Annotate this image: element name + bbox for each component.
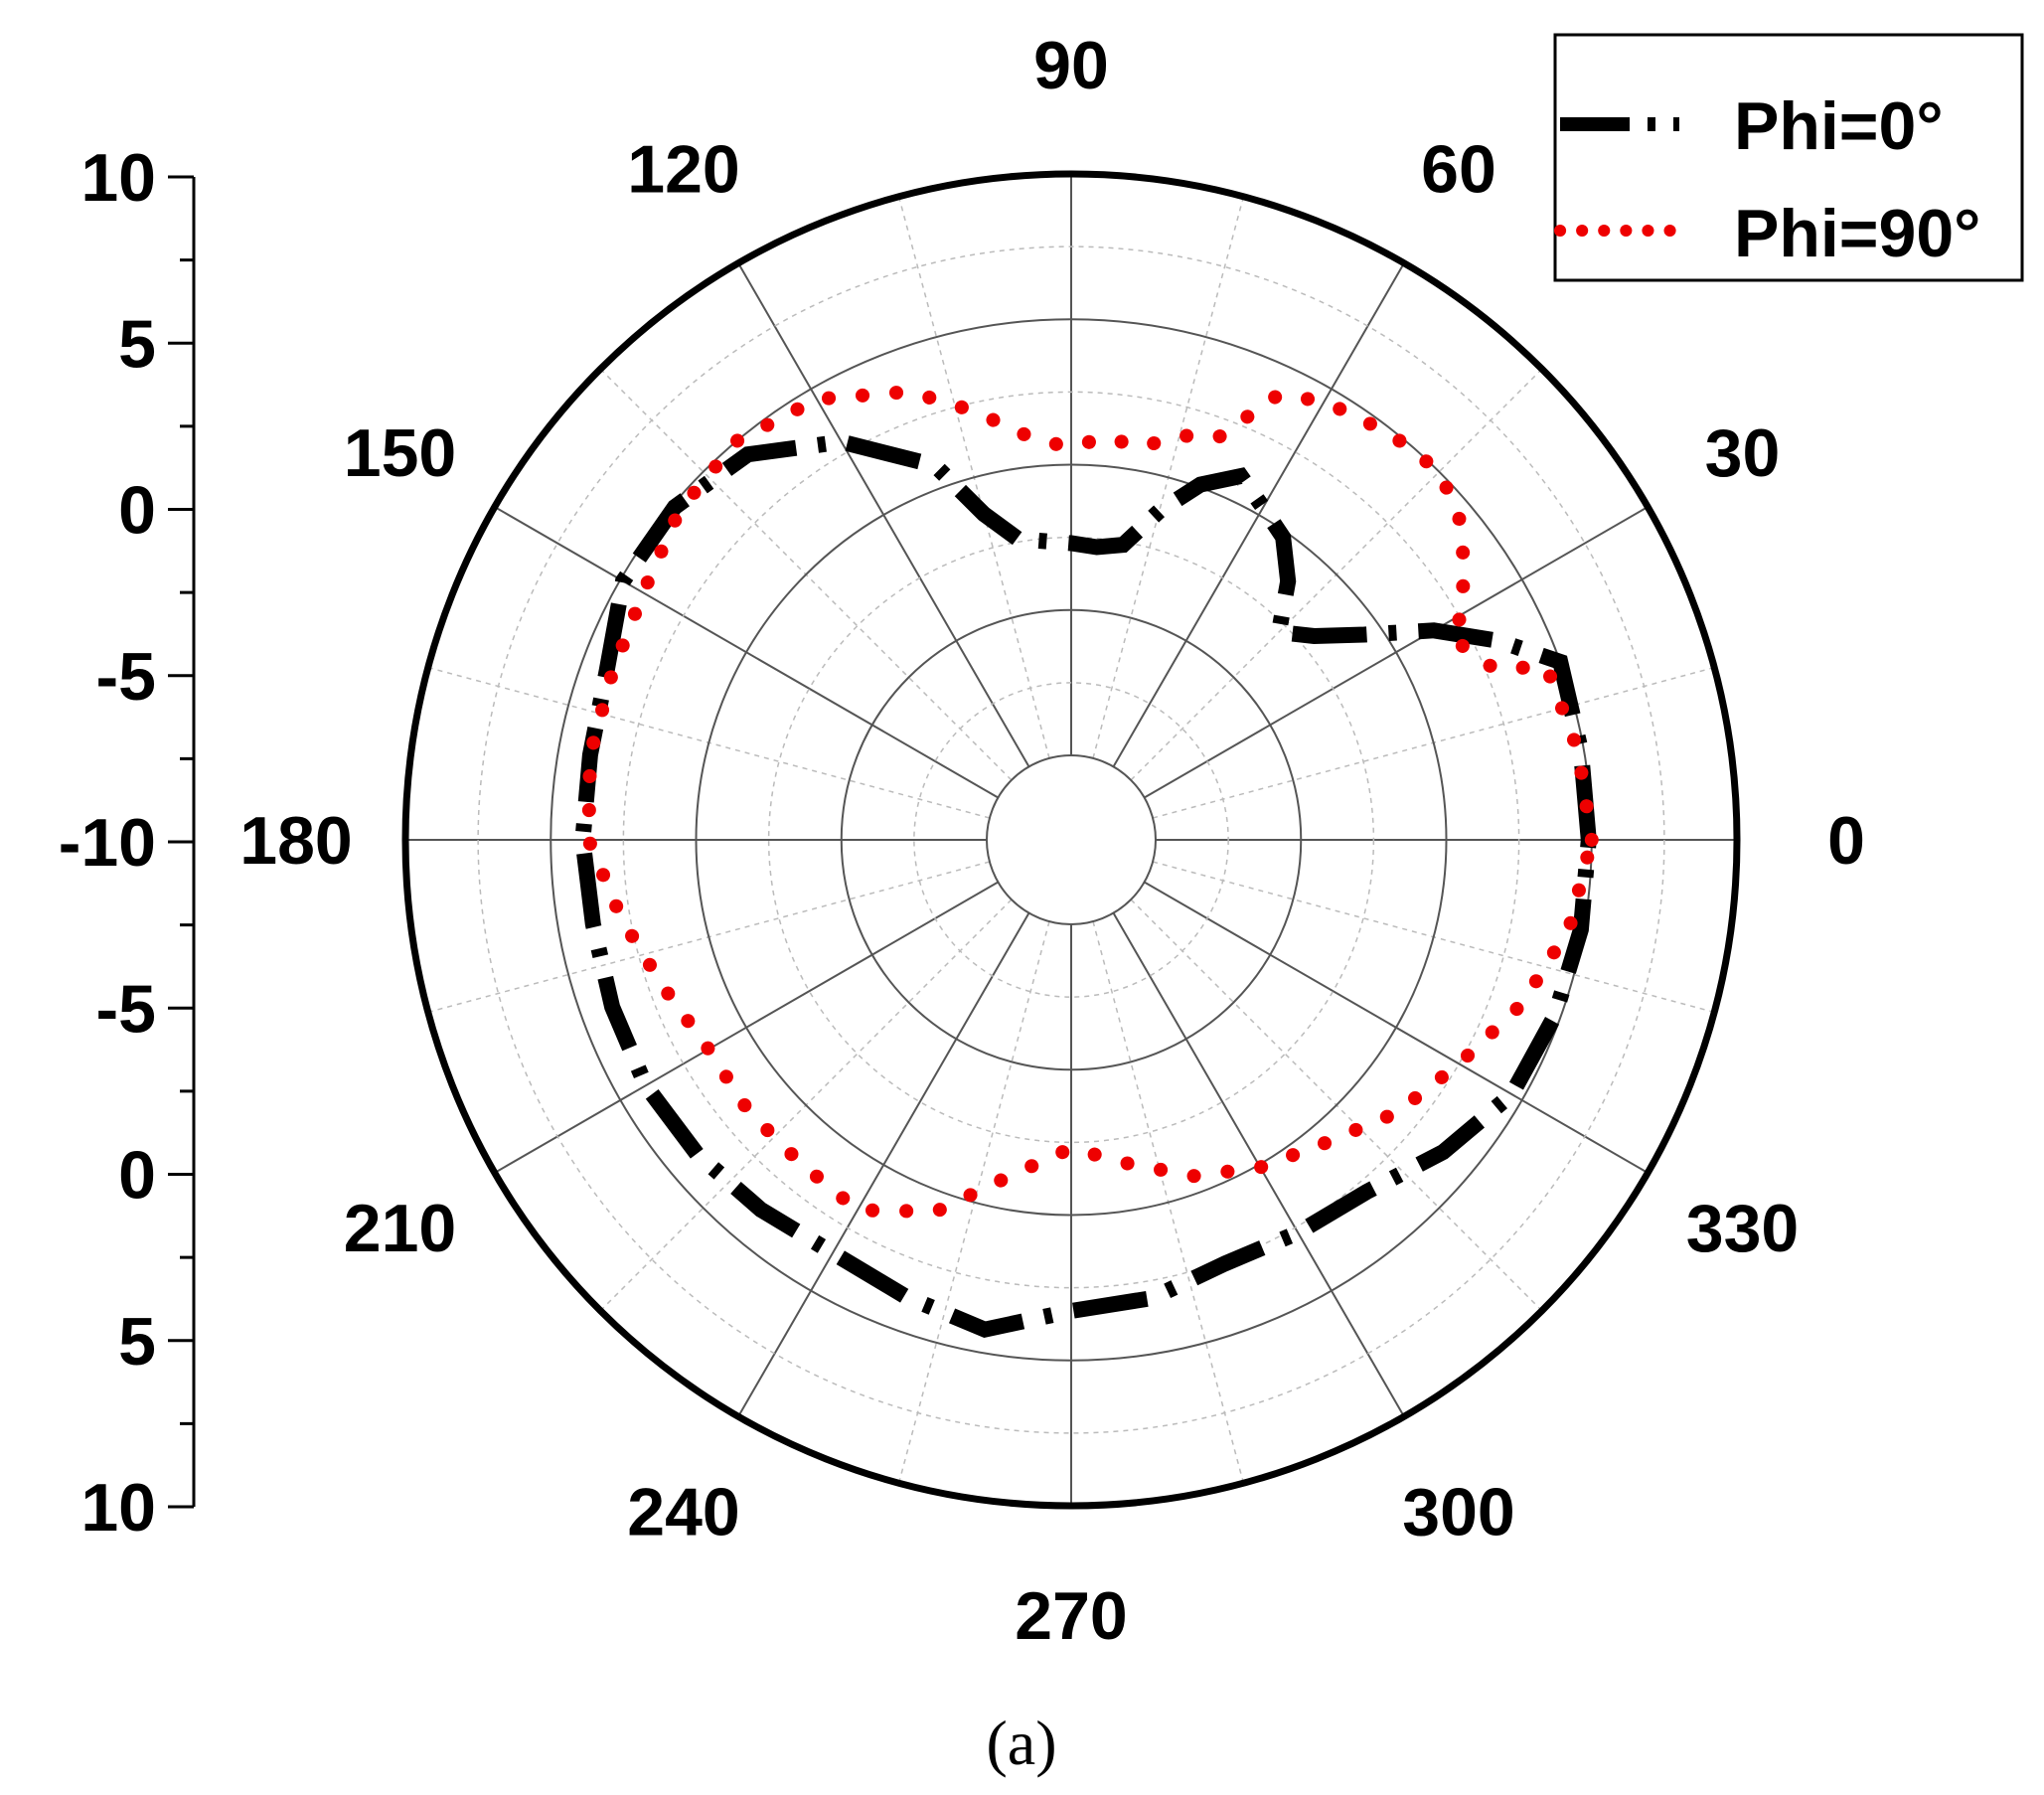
radial-tick-label: 10 [80, 140, 156, 216]
outer-circle [401, 170, 1741, 1510]
angle-tick-label: 90 [1033, 28, 1109, 103]
inner-circle [986, 754, 1157, 925]
angle-tick-label: 150 [344, 415, 456, 491]
radial-tick-label: 0 [118, 473, 156, 549]
radial-tick-label: 5 [118, 1304, 156, 1380]
figure-caption: (a) [986, 1708, 1056, 1778]
major-grid-circle [695, 463, 1448, 1217]
major-grid-circle [840, 608, 1303, 1071]
series-line-phi90 [581, 385, 1599, 1220]
legend-label-phi90: Phi=90° [1734, 196, 1980, 271]
angle-tick-label: 30 [1705, 415, 1781, 491]
minor-grid-circle [622, 391, 1520, 1289]
radial-tick-label: 10 [80, 1470, 156, 1546]
angular-tick-labels: 0 30 60 90 120 150 180 210 240 270 300 330 [239, 28, 1865, 1654]
angle-tick-label: 210 [344, 1191, 456, 1266]
series-layer [574, 385, 1599, 1339]
radial-tick-label: -5 [96, 639, 156, 715]
polar-grid [401, 170, 1741, 1510]
angle-tick-label: 120 [627, 132, 739, 208]
radial-axis: 10 5 0 -5 -10 -5 0 5 10 [59, 140, 196, 1546]
legend-label-phi0: Phi=0° [1734, 88, 1944, 164]
series-line-phi0 [574, 433, 1597, 1339]
legend-box [1553, 33, 2024, 282]
angle-tick-label: 60 [1421, 132, 1496, 208]
radial-tick-label: -10 [59, 805, 156, 881]
legend: Phi=0° Phi=90° [1553, 33, 2024, 282]
radial-tick-label: 0 [118, 1138, 156, 1214]
angle-tick-label: 270 [1015, 1578, 1127, 1654]
minor-grid-circle [913, 682, 1229, 998]
radial-tick-label: 5 [118, 306, 156, 382]
angle-tick-label: 0 [1827, 803, 1865, 879]
minor-grid-circle [477, 245, 1665, 1434]
angle-tick-label: 240 [627, 1474, 739, 1550]
angle-tick-label: 300 [1402, 1474, 1514, 1550]
radial-tick-label: -5 [96, 971, 156, 1047]
angle-tick-label: 180 [239, 803, 352, 879]
angle-tick-label: 330 [1686, 1191, 1799, 1266]
